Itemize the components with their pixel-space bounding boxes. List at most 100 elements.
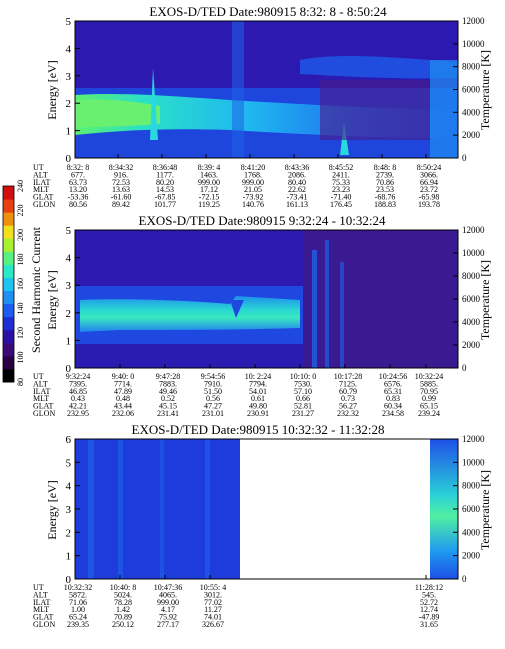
panel-2-cell: 65.31 <box>384 387 402 396</box>
panel-1-dots <box>320 80 430 140</box>
panel-2-cell: 6576. <box>384 379 402 388</box>
panel-1-cell: 2739. <box>376 170 394 179</box>
panel-2-y2tick-label: 12000 <box>462 225 485 235</box>
panel-3-cell: 326.67 <box>202 620 224 629</box>
panel-2-cell: 0.83 <box>386 394 400 403</box>
panel-2-cell: 9:32:24 <box>66 372 90 381</box>
panel-2-cell: 0.52 <box>161 394 175 403</box>
panel-3-cell: 65.24 <box>69 613 87 622</box>
panel-2-y2tick-label: 0 <box>462 363 467 373</box>
panel-3-y2tick-label: 2000 <box>462 551 481 561</box>
panel-2-cell: 231.27 <box>292 409 314 418</box>
panel-2-ytick-label: 0 <box>66 363 72 375</box>
panel-1-right-edge <box>430 60 458 158</box>
panel-1-cell: 8:39: 4 <box>198 163 220 172</box>
panel-1-cell: 72.53 <box>112 178 130 187</box>
panel-1-cell: 119.25 <box>198 200 220 209</box>
colorbar-tick-label: 140 <box>16 303 25 315</box>
colorbar-swatch <box>3 251 14 265</box>
panel-2-title: EXOS-D/TED Date:980915 9:32:24 - 10:32:2… <box>139 213 386 228</box>
panel-1-cell: 80.56 <box>69 200 87 209</box>
panel-1-cell: 66.94 <box>420 178 438 187</box>
colorbar-tick-label: 100 <box>16 352 25 364</box>
panel-2-cell: 0.73 <box>341 394 355 403</box>
panel-3-cell: 78.28 <box>114 598 132 607</box>
panel-3-cell: 10:32:32 <box>64 583 92 592</box>
colorbar-swatch <box>3 316 14 331</box>
panel-1-cell: 80.20 <box>156 178 174 187</box>
panel-3-cell: -47.89 <box>419 613 440 622</box>
panel-2-ytick-label: 3 <box>66 280 72 292</box>
panel-1-ytick-label: 1 <box>66 126 72 138</box>
panel-2-ytick-label: 2 <box>66 308 72 320</box>
panel-3-y2-axis: 0 2000 4000 6000 8000 10000 12000 <box>453 434 485 584</box>
panel-1-cell: 89.42 <box>112 200 130 209</box>
colorbar-swatches <box>3 186 14 383</box>
panel-3-left-strip-2 <box>118 439 123 579</box>
panel-2-row-label: ALT <box>33 379 48 388</box>
panel-3-title: EXOS-D/TED Date:980915 10:32:32 - 11:32:… <box>132 422 385 437</box>
panel-2-cell: 54.01 <box>249 387 267 396</box>
panel-1-y2tick-label: 6000 <box>462 85 481 95</box>
panel-2-cell: 49.46 <box>159 387 177 396</box>
panel-1-cell: 23.23 <box>332 185 350 194</box>
panel-1-cell: 916. <box>114 170 128 179</box>
panel-2-row-label: UT <box>33 372 44 381</box>
panel-3-cell: 4.17 <box>161 605 175 614</box>
panel-1-cell: 188.83 <box>374 200 396 209</box>
panel-1-cell: 8:45:52 <box>329 163 353 172</box>
panel-3-cell: 3012. <box>204 590 222 599</box>
panel-1-y-axis: 0 1 2 3 4 5 <box>66 16 80 165</box>
panel-3-row-label: UT <box>33 583 44 592</box>
colorbar-swatch <box>3 199 14 213</box>
panel-1-cell: 14.53 <box>156 185 174 194</box>
panel-1-cell: 8:32: 8 <box>67 163 89 172</box>
panel-2-cell: 42.21 <box>69 402 87 411</box>
panel-1-cell: 8:36:48 <box>153 163 177 172</box>
panel-1-spike <box>150 68 158 140</box>
colorbar-swatch <box>3 277 14 292</box>
panel-1-ytick-label: 0 <box>66 153 72 165</box>
panel-1-row-label: ILAT <box>33 178 50 187</box>
panel-1-cell: -68.76 <box>375 193 396 202</box>
panel-3-ytick-label: 2 <box>66 527 72 539</box>
panel-2-y2tick-label: 10000 <box>462 248 485 258</box>
colorbar-ticks: 80 100 120 140 160 180 200 220 240 <box>16 180 25 386</box>
panel-1-ylabel: Energy [eV] <box>45 60 59 119</box>
panel-2-cell: 0.99 <box>422 394 436 403</box>
panel-3-y-axis: 0 1 2 3 4 5 6 <box>66 434 80 586</box>
panel-3-left-strip-4 <box>205 439 210 579</box>
panel-2-ytick-label: 1 <box>66 335 72 347</box>
colorbar-tick-label: 180 <box>16 254 25 266</box>
panel-1-cell: 161.13 <box>286 200 308 209</box>
panel-1-cell: 677. <box>71 170 85 179</box>
panel-2-cell: 231.41 <box>157 409 179 418</box>
panel-3: EXOS-D/TED Date:980915 10:32:32 - 11:32:… <box>33 422 492 629</box>
panel-3-left-strip <box>88 439 94 579</box>
panel-1-stripe <box>232 21 244 158</box>
panel-3-cell: 4065. <box>159 590 177 599</box>
panel-2-y2tick-label: 8000 <box>462 271 481 281</box>
panel-1-cell: 8:43:36 <box>285 163 309 172</box>
panel-3-data-left <box>75 439 240 579</box>
panel-2-cell: 10:10: 0 <box>290 372 316 381</box>
panel-1-y2label: Temperature [K] <box>478 50 492 130</box>
panel-1-cell: 75.33 <box>332 178 350 187</box>
panel-1-ytick-label: 3 <box>66 71 72 83</box>
panel-3-y2tick-label: 8000 <box>462 481 481 491</box>
panel-3-cell: 77.02 <box>204 598 222 607</box>
panel-1-cell: 1768. <box>244 170 262 179</box>
panel-1-y2tick-label: 4000 <box>462 107 481 117</box>
panel-1-ytick-label: 5 <box>66 16 72 28</box>
panel-1-cell: 3066. <box>420 170 438 179</box>
panel-2-cell: 232.06 <box>112 409 134 418</box>
panel-3-cell: 545. <box>422 590 436 599</box>
panel-2-cell: 0.61 <box>251 394 265 403</box>
panel-1-y2-axis: 0 2000 4000 6000 8000 10000 12000 <box>453 16 485 163</box>
panel-2-cell: 47.27 <box>204 402 222 411</box>
panel-2-cell: 7910. <box>204 379 222 388</box>
panel-2-cell: 7395. <box>69 379 87 388</box>
panel-1-y2tick-label: 2000 <box>462 130 481 140</box>
panel-1-cell: 2411. <box>332 170 350 179</box>
colorbar-swatch <box>3 303 14 318</box>
